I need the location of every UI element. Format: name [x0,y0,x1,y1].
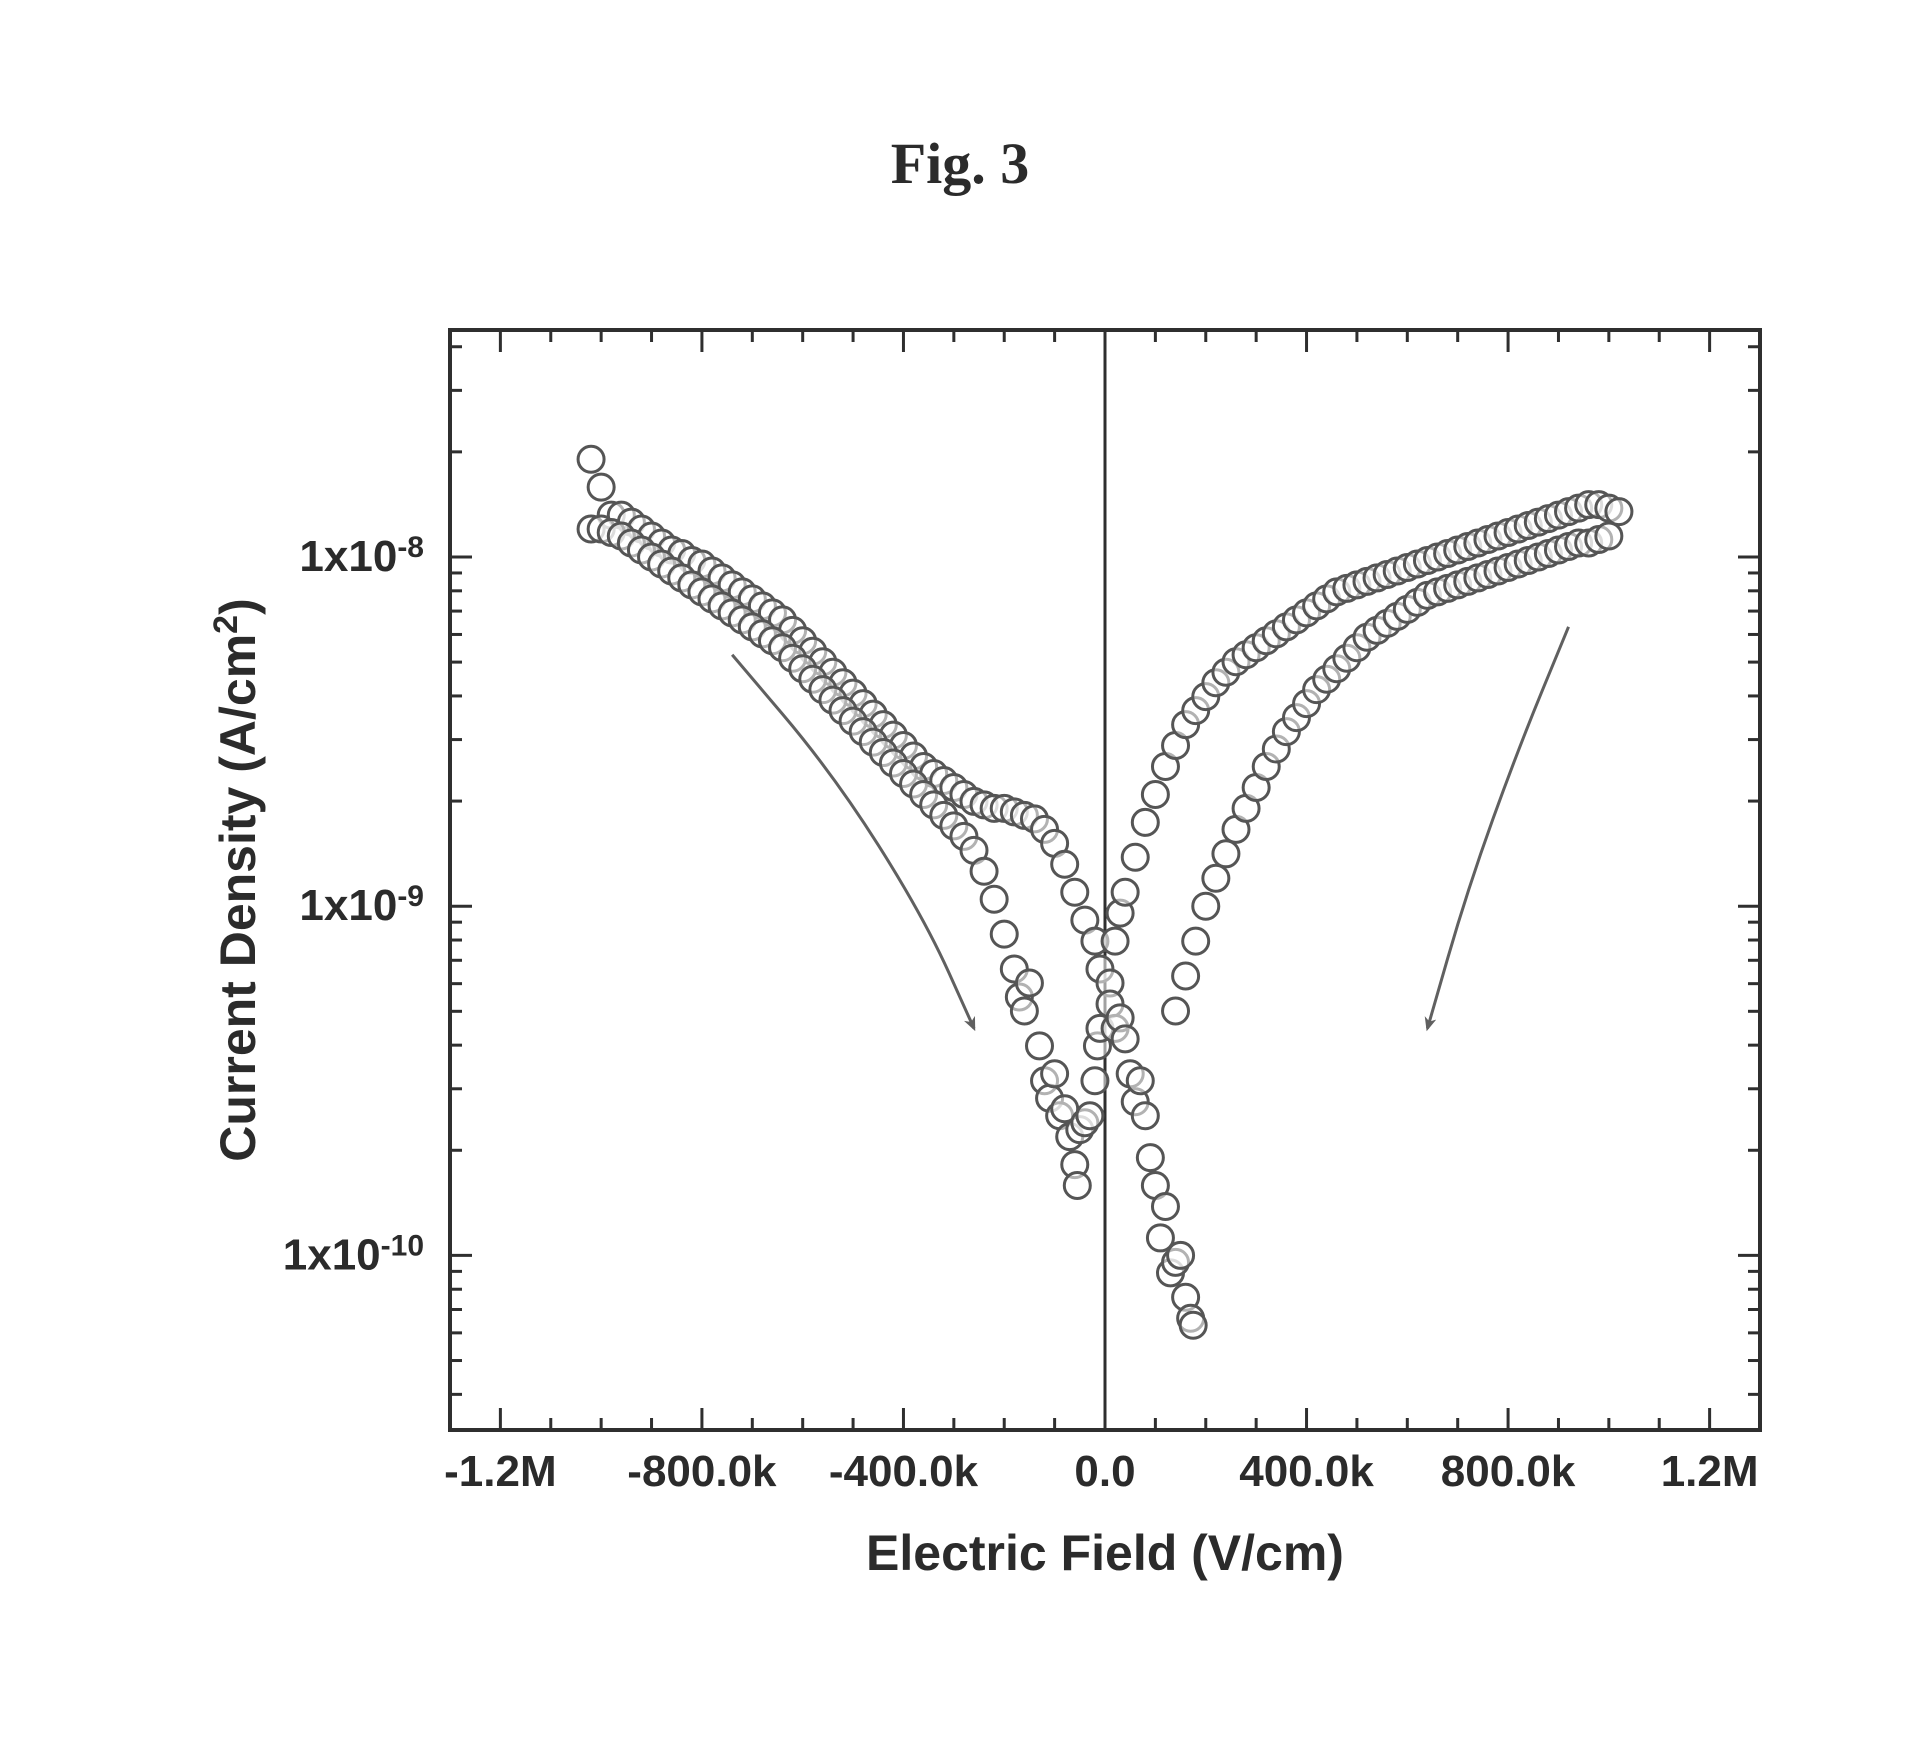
data-point [1112,1026,1138,1052]
data-point [1077,1103,1103,1129]
chart: -1.2M -800.0k -400.0k 0.0 400.0k 800.0k 1.2M El… [210,300,1800,1630]
data-point [1168,1242,1194,1268]
data-point [1082,1068,1108,1094]
data-point [1011,998,1037,1024]
data-point [1102,928,1128,954]
y-tick-label: 1x10-8 [299,531,424,581]
data-point [1203,865,1229,891]
data-point [1052,851,1078,877]
y-axis-label: Current Density (A/cm2) [210,598,266,1161]
data-point [1016,970,1042,996]
y-tick-label: 1x10-10 [283,1229,424,1279]
x-tick-label: -800.0k [627,1447,777,1496]
x-tick-label: -400.0k [829,1447,979,1496]
x-tick-label: 400.0k [1239,1447,1374,1496]
x-tick-label: 0.0 [1074,1447,1135,1496]
chart-svg: -1.2M -800.0k -400.0k 0.0 400.0k 800.0k 1.2M El… [210,300,1800,1630]
x-tick-label: -1.2M [444,1447,556,1496]
data-point [991,921,1017,947]
data-point [1122,844,1148,870]
data-point [1112,879,1138,905]
data-point [1180,1312,1206,1338]
data-point [1213,841,1239,867]
data-point [1183,928,1209,954]
data-point [1163,998,1189,1024]
figure-title: Fig. 3 [0,130,1920,197]
data-point [981,886,1007,912]
x-tick-label: 1.2M [1661,1447,1759,1496]
data-point [588,474,614,500]
data-point [1596,523,1622,549]
x-axis-label: Electric Field (V/cm) [866,1525,1344,1581]
data-point [1137,1145,1163,1171]
data-point [1042,1061,1068,1087]
data-point [1606,499,1632,525]
data-point [1142,781,1168,807]
data-point [1064,1173,1090,1199]
data-point [1132,1103,1158,1129]
data-point [1152,1194,1178,1220]
data-point [578,446,604,472]
data-point [971,858,997,884]
data-point [1127,1068,1153,1094]
data-point [1193,893,1219,919]
data-point [1062,879,1088,905]
y-tick-label: 1x10-9 [299,880,424,930]
x-tick-label: 800.0k [1441,1447,1576,1496]
data-point [1132,809,1158,835]
data-point [1173,963,1199,989]
data-point [1027,1033,1053,1059]
